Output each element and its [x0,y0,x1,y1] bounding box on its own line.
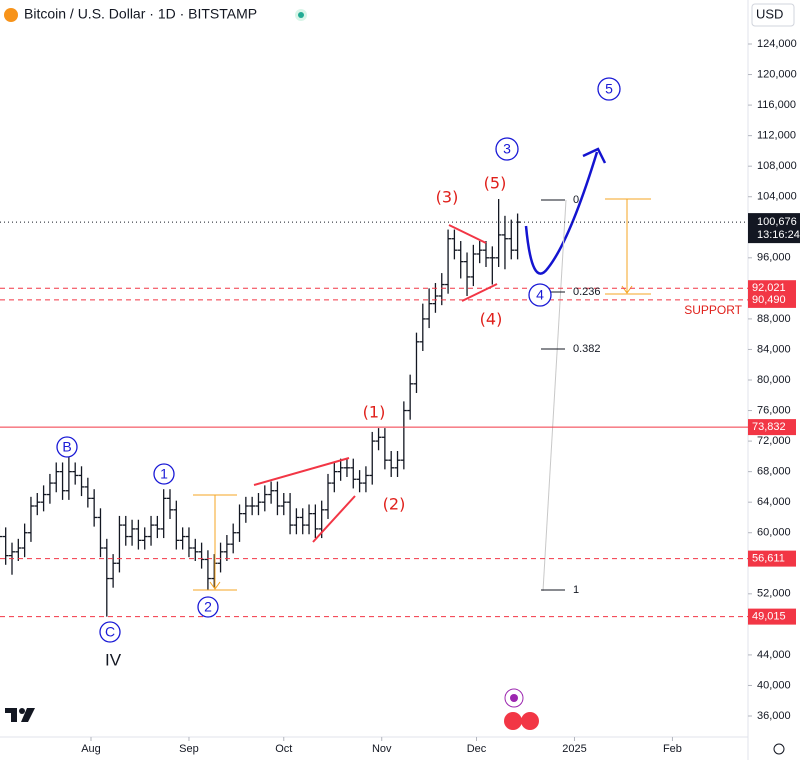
level-tag [748,550,796,567]
y-tick-label: 124,000 [757,38,797,50]
last-price-label: 100,676 [757,216,797,228]
fib-label: 0.382 [573,343,601,355]
y-tick-label: 84,000 [757,343,791,355]
currency[interactable]: USD [756,6,783,21]
level-tag [748,608,796,625]
x-tick-label: Dec [467,743,487,755]
btc-icon [4,8,18,22]
y-tick-label: 88,000 [757,313,791,325]
y-tick-label: 116,000 [757,99,796,111]
y-tick-label: 108,000 [757,160,797,172]
chart-title: Bitcoin / U.S. Dollar · 1D · BITSTAMP [24,6,257,22]
triangle-line [448,224,487,244]
logo-part [11,708,17,722]
x-tick-label: Oct [275,743,292,755]
wave-circle [99,621,121,643]
event-icon[interactable] [504,712,522,730]
wave-circle [495,137,519,161]
y-tick-label: 72,000 [757,435,791,447]
settings-icon[interactable] [773,743,785,755]
fib-trend [542,199,567,592]
wedge-line [253,457,350,486]
event-icon[interactable] [521,712,539,730]
wave-circle-label: 2 [204,599,212,615]
wave-label: (2) [383,495,406,514]
wave-circle-label: 5 [605,81,613,97]
currency-box[interactable] [751,3,795,27]
level-tag-label: 90,490 [752,294,786,306]
y-tick-label: 68,000 [757,466,791,478]
wave-label: (3) [436,188,459,207]
level-tag [748,291,796,308]
wave-circle [56,436,78,458]
y-tick-label: 60,000 [757,527,791,539]
y-tick-label: 120,000 [757,68,797,80]
forecast-arrow [582,147,607,164]
wave-circle [597,77,621,101]
level-tag-label: 92,021 [752,282,786,294]
y-tick-label: 52,000 [757,588,791,600]
fib-label: 0.236 [573,286,601,298]
y-tick-label: 36,000 [757,710,791,722]
x-tick-label: Feb [663,743,682,755]
status-dot [298,12,304,18]
wave-circle-label: 3 [503,141,511,157]
level-tag-label: 56,611 [752,553,785,565]
logo-part [21,708,35,722]
x-tick-label: Nov [372,743,392,755]
fib-label: 0 [573,194,579,206]
wave-label: (5) [484,174,507,193]
wave-circle [528,283,552,307]
projection-arrow [209,581,221,590]
y-tick-label: 104,000 [757,191,797,203]
level-tag-label: 49,015 [752,611,786,623]
support-label: SUPPORT [684,303,742,317]
wave-circle-label: 4 [536,287,544,303]
x-tick-label: 2025 [562,743,586,755]
wave-circle [197,596,219,618]
x-tick-label: Sep [179,743,199,755]
last-price-tag [748,213,800,244]
level-tag-label: 73,832 [752,421,786,433]
y-tick-label: 80,000 [757,374,791,386]
y-tick-label: 64,000 [757,496,791,508]
x-tick-label: Aug [81,743,101,755]
triangle-line [461,283,498,302]
fib-label: 1 [573,584,579,596]
logo-part [19,708,25,714]
wedge-line [312,495,356,543]
wave-circle [153,463,175,485]
event-icon[interactable] [510,694,518,702]
countdown: 13:16:24 [757,229,800,241]
wave-circle-label: B [62,439,71,455]
wave-circle-label: C [105,624,115,640]
y-tick-label: 76,000 [757,404,791,416]
wave-circle-label: 1 [160,466,168,482]
wave-label: (1) [363,403,386,422]
wave-major: IV [105,650,122,669]
tv-logo [5,708,35,722]
y-tick-label: 44,000 [757,649,791,661]
level-tag [748,419,796,436]
forecast-path [524,151,599,275]
wave-label: (4) [480,310,503,329]
y-tick-label: 112,000 [757,130,796,142]
y-tick-label: 40,000 [757,679,791,691]
y-tick-label: 96,000 [757,252,791,264]
drawings [193,147,651,592]
